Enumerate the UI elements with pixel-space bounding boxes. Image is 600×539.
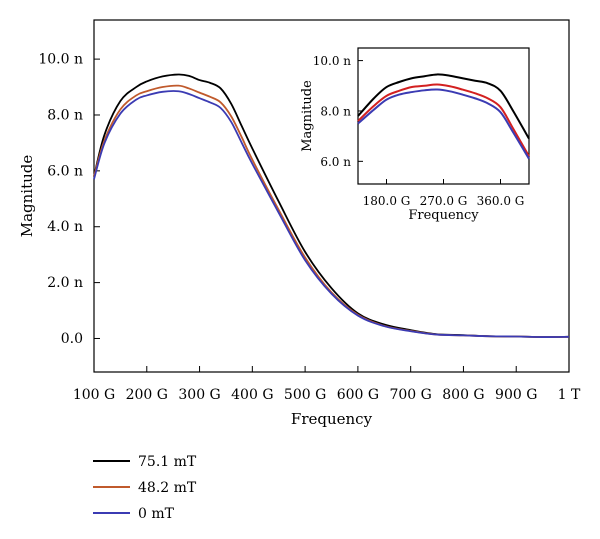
y-tick-label: 10.0 n — [38, 52, 83, 68]
x-tick-label: 1 T — [558, 387, 581, 403]
x-tick-label: 500 G — [284, 387, 326, 403]
inset-y-tick-label: 6.0 n — [320, 155, 351, 169]
inset-plot: 180.0 G 270.0 G 360.0 G 6.0 n 8.0 n 10.0 n Fre… — [300, 47, 530, 223]
y-tick-label: 4.0 n — [47, 219, 83, 235]
legend: 75.1 mT 48.2 mT 0 mT — [93, 454, 197, 522]
inset-series-line-2 — [357, 88, 530, 160]
inset-series-line-0 — [357, 73, 530, 140]
x-tick-label: 700 G — [389, 387, 431, 403]
y-tick-label: 8.0 n — [47, 107, 83, 123]
legend-label: 0 mT — [138, 506, 175, 522]
inset-y-tick-label: 10.0 n — [313, 54, 352, 68]
x-tick-label: 200 G — [126, 387, 168, 403]
x-tick-label: 400 G — [231, 387, 273, 403]
x-tick-label: 800 G — [442, 387, 484, 403]
y-tick-label: 6.0 n — [47, 163, 83, 179]
inset-x-tick-label: 180.0 G — [363, 194, 411, 208]
y-tick-label: 0.0 — [61, 331, 83, 347]
y-tick-label: 2.0 n — [47, 275, 83, 291]
y-axis-title: Magnitude — [18, 155, 36, 238]
inset-series-line-1 — [357, 83, 530, 157]
x-axis-title: Frequency — [291, 410, 373, 428]
x-tick-label: 900 G — [495, 387, 537, 403]
x-tick-label: 600 G — [337, 387, 379, 403]
x-tick-label: 100 G — [73, 387, 115, 403]
inset-x-tick-label: 270.0 G — [420, 194, 468, 208]
inset-y-axis-title: Magnitude — [300, 80, 315, 152]
inset-x-axis-title: Frequency — [408, 208, 479, 223]
x-tick-label: 300 G — [178, 387, 220, 403]
legend-label: 48.2 mT — [138, 480, 197, 496]
inset-y-tick-label: 8.0 n — [320, 104, 351, 118]
inset-plot-frame — [357, 47, 530, 185]
legend-label: 75.1 mT — [138, 454, 197, 470]
series-line-2 — [93, 90, 570, 338]
inset-x-tick-label: 360.0 G — [477, 194, 525, 208]
